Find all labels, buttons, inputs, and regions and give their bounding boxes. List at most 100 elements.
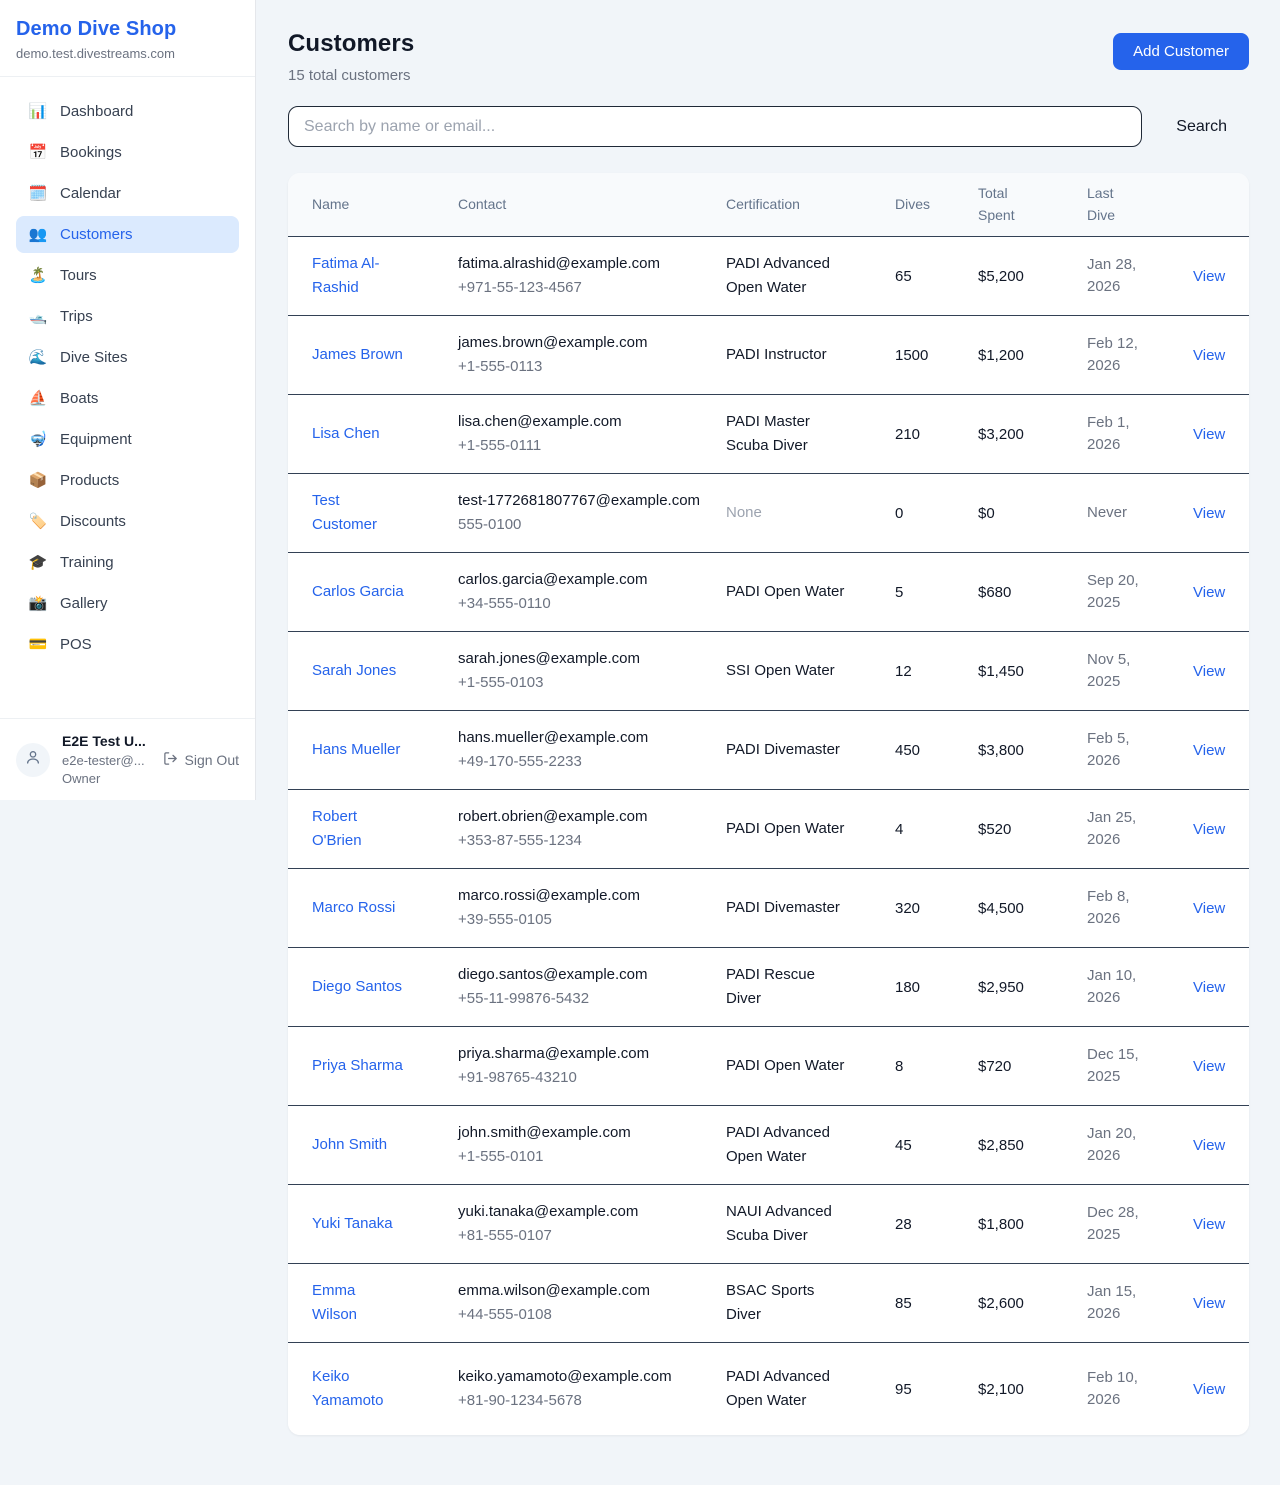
customer-name-link[interactable]: Robert O'Brien bbox=[312, 808, 362, 850]
avatar bbox=[16, 742, 50, 777]
table-body: Fatima Al-Rashid fatima.alrashid@example… bbox=[288, 237, 1249, 1436]
view-link[interactable]: View bbox=[1193, 346, 1226, 364]
sidebar-item-boats[interactable]: ⛵ Boats bbox=[16, 380, 239, 417]
view-link[interactable]: View bbox=[1193, 1136, 1226, 1154]
view-link[interactable]: View bbox=[1193, 899, 1226, 917]
view-link[interactable]: View bbox=[1193, 662, 1226, 680]
sidebar-item-equipment[interactable]: 🤿 Equipment bbox=[16, 421, 239, 458]
customer-last-dive: Jan 28, 2026 bbox=[1087, 255, 1137, 296]
table-header-row: Name Contact Certification Dives Total Spent… bbox=[288, 173, 1249, 238]
sidebar-item-discounts[interactable]: 🏷️ Discounts bbox=[16, 503, 239, 540]
sidebar-item-label: Calendar bbox=[60, 185, 121, 202]
customer-last-dive: Dec 28, 2025 bbox=[1087, 1203, 1139, 1244]
customer-certification: PADI Rescue Diver bbox=[726, 966, 815, 1008]
customer-name-link[interactable]: Emma Wilson bbox=[312, 1282, 358, 1324]
customer-email: test-1772681807767@example.com bbox=[458, 491, 701, 509]
customer-email: lisa.chen@example.com bbox=[458, 412, 622, 430]
sidebar-item-label: Training bbox=[60, 554, 114, 571]
view-link[interactable]: View bbox=[1193, 504, 1226, 522]
sidebar-item-customers[interactable]: 👥 Customers bbox=[16, 216, 239, 253]
sidebar-item-gallery[interactable]: 📸 Gallery bbox=[16, 585, 239, 622]
sidebar-item-dive-sites[interactable]: 🌊 Dive Sites bbox=[16, 339, 239, 376]
customer-phone: +55-11-99876-5432 bbox=[458, 990, 590, 1008]
customer-name-link[interactable]: Hans Mueller bbox=[312, 741, 401, 759]
view-link[interactable]: View bbox=[1193, 741, 1226, 759]
view-link[interactable]: View bbox=[1193, 820, 1226, 838]
customer-certification: PADI Open Water bbox=[726, 583, 845, 601]
customer-total-spent: $3,800 bbox=[978, 741, 1024, 759]
wave-icon: 🌊 bbox=[28, 349, 48, 366]
sidebar-item-bookings[interactable]: 📅 Bookings bbox=[16, 134, 239, 171]
table-row: Fatima Al-Rashid fatima.alrashid@example… bbox=[288, 237, 1249, 317]
customer-total-spent: $680 bbox=[978, 583, 1012, 601]
sidebar-item-products[interactable]: 📦 Products bbox=[16, 462, 239, 499]
customer-phone: +1-555-0111 bbox=[458, 437, 542, 455]
customer-dives: 28 bbox=[895, 1215, 912, 1233]
sidebar-item-tours[interactable]: 🏝️ Tours bbox=[16, 257, 239, 294]
customer-name-link[interactable]: Fatima Al-Rashid bbox=[312, 255, 380, 297]
customer-name-link[interactable]: James Brown bbox=[312, 346, 403, 364]
view-link[interactable]: View bbox=[1193, 1215, 1226, 1233]
view-link[interactable]: View bbox=[1193, 583, 1226, 601]
customer-last-dive: Feb 5, 2026 bbox=[1087, 729, 1130, 770]
sidebar-item-dashboard[interactable]: 📊 Dashboard bbox=[16, 93, 239, 130]
customer-count: 15 total customers bbox=[288, 67, 411, 84]
customer-email: marco.rossi@example.com bbox=[458, 886, 640, 904]
customer-dives: 85 bbox=[895, 1294, 912, 1312]
sidebar-user-section: E2E Test U... e2e-tester@... Sign Out Ow… bbox=[0, 718, 255, 800]
customer-certification: PADI Advanced Open Water bbox=[726, 1124, 830, 1166]
search-button[interactable]: Search bbox=[1170, 117, 1233, 137]
table-row: Carlos Garcia carlos.garcia@example.com … bbox=[288, 553, 1249, 633]
customer-dives: 12 bbox=[895, 662, 912, 680]
customer-name-link[interactable]: Keiko Yamamoto bbox=[312, 1368, 384, 1410]
user-meta: E2E Test U... e2e-tester@... Sign Out Ow… bbox=[62, 733, 239, 786]
view-link[interactable]: View bbox=[1193, 267, 1226, 285]
sidebar-item-pos[interactable]: 💳 POS bbox=[16, 626, 239, 663]
person-icon bbox=[25, 749, 41, 770]
customer-name-link[interactable]: Carlos Garcia bbox=[312, 583, 404, 601]
customer-last-dive: Jan 10, 2026 bbox=[1087, 966, 1137, 1007]
user-role: Owner bbox=[62, 771, 101, 786]
bar-chart-icon: 📊 bbox=[28, 103, 48, 120]
sidebar-nav: 📊 Dashboard 📅 Bookings 🗓️ Calendar 👥 Cus… bbox=[0, 77, 255, 718]
customer-last-dive: Sep 20, 2025 bbox=[1087, 571, 1139, 612]
view-link[interactable]: View bbox=[1193, 1057, 1226, 1075]
table-row: Sarah Jones sarah.jones@example.com +1-5… bbox=[288, 632, 1249, 712]
customer-phone: +34-555-0110 bbox=[458, 595, 551, 613]
add-customer-button[interactable]: Add Customer bbox=[1113, 33, 1249, 70]
customer-email: robert.obrien@example.com bbox=[458, 807, 648, 825]
view-link[interactable]: View bbox=[1193, 1380, 1226, 1398]
customer-certification: PADI Master Scuba Diver bbox=[726, 413, 810, 455]
customer-name-link[interactable]: Lisa Chen bbox=[312, 425, 380, 443]
customer-total-spent: $1,450 bbox=[978, 662, 1024, 680]
view-link[interactable]: View bbox=[1193, 425, 1226, 443]
table-row: Robert O'Brien robert.obrien@example.com… bbox=[288, 790, 1249, 870]
customer-email: fatima.alrashid@example.com bbox=[458, 254, 660, 272]
customer-name-link[interactable]: Diego Santos bbox=[312, 978, 403, 996]
customer-name-link[interactable]: Test Customer bbox=[312, 492, 378, 534]
column-header-certification: Certification bbox=[726, 184, 895, 226]
table-row: Diego Santos diego.santos@example.com +5… bbox=[288, 948, 1249, 1028]
view-link[interactable]: View bbox=[1193, 978, 1226, 996]
sidebar-item-calendar[interactable]: 🗓️ Calendar bbox=[16, 175, 239, 212]
user-email: e2e-tester@... bbox=[62, 752, 145, 768]
customer-phone: +81-90-1234-5678 bbox=[458, 1392, 582, 1410]
table-row: Lisa Chen lisa.chen@example.com +1-555-0… bbox=[288, 395, 1249, 475]
customer-email: diego.santos@example.com bbox=[458, 965, 648, 983]
page-header: Customers 15 total customers Add Custome… bbox=[288, 30, 1249, 84]
people-icon: 👥 bbox=[28, 226, 48, 243]
sidebar-item-training[interactable]: 🎓 Training bbox=[16, 544, 239, 581]
customer-name-link[interactable]: Yuki Tanaka bbox=[312, 1215, 393, 1233]
customer-certification: NAUI Advanced Scuba Diver bbox=[726, 1203, 832, 1245]
search-input[interactable] bbox=[288, 106, 1143, 147]
view-link[interactable]: View bbox=[1193, 1294, 1226, 1312]
sidebar-item-trips[interactable]: 🛥️ Trips bbox=[16, 298, 239, 335]
customer-name-link[interactable]: Priya Sharma bbox=[312, 1057, 403, 1075]
customer-name-link[interactable]: Sarah Jones bbox=[312, 662, 397, 680]
customer-dives: 1500 bbox=[895, 346, 929, 364]
customer-certification: PADI Advanced Open Water bbox=[726, 255, 830, 297]
customer-name-link[interactable]: Marco Rossi bbox=[312, 899, 396, 917]
customer-certification: None bbox=[726, 504, 762, 522]
sign-out-button[interactable]: Sign Out bbox=[163, 751, 239, 769]
customer-name-link[interactable]: John Smith bbox=[312, 1136, 388, 1154]
